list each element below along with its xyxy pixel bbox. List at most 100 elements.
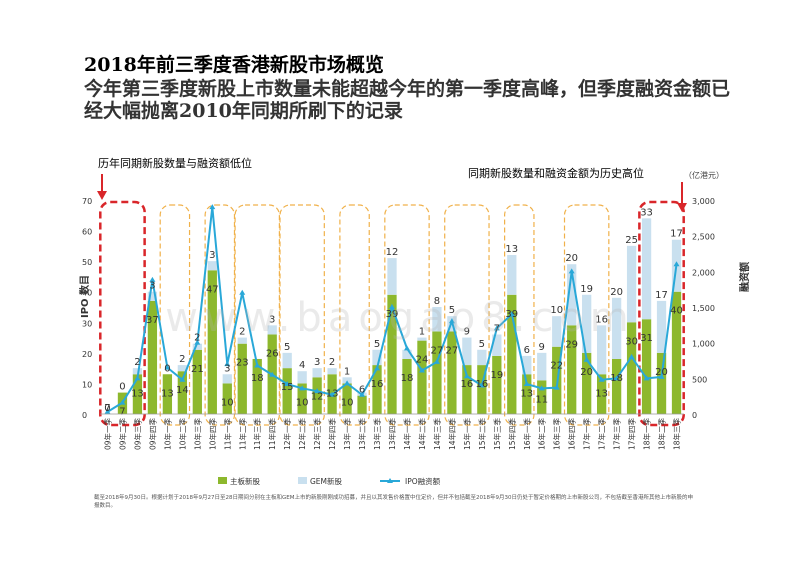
- ipo-point-21: [418, 367, 425, 373]
- year-box: [444, 204, 490, 426]
- legend-ipo-marker: [387, 478, 393, 483]
- x-label-10: 11年三季: [252, 418, 262, 451]
- bar-main-13: [297, 383, 307, 414]
- x-label-36: 18年一季: [642, 418, 652, 451]
- label-gem-38: 17: [670, 229, 683, 240]
- bar-main-18: [372, 365, 382, 414]
- bar-main-36: [641, 319, 652, 414]
- ipo-point-19: [389, 304, 395, 309]
- label-gem-28: 6: [524, 345, 530, 356]
- label-gem-29: 9: [539, 342, 545, 353]
- ipo-point-20: [403, 345, 410, 351]
- legend-main-label: 主板新股: [230, 476, 260, 486]
- line-series: [104, 204, 680, 414]
- x-label-17: 13年二季: [357, 418, 367, 451]
- x-label-18: 13年三季: [372, 418, 382, 451]
- x-label-27: 15年四季: [507, 418, 517, 451]
- label-gem-11: 3: [269, 314, 275, 325]
- label-main-14: 12: [311, 391, 324, 402]
- x-label-21: 14年二季: [417, 418, 427, 451]
- label-main-32: 20: [580, 367, 593, 378]
- bar-gem-9: [237, 337, 247, 344]
- bar-main-26: [492, 355, 502, 414]
- bar-main-8: [222, 383, 232, 414]
- x-label-34: 17年三季: [612, 418, 622, 451]
- ipo-point-35: [628, 353, 635, 359]
- ipo-point-1: [119, 399, 126, 405]
- label-main-25: 16: [475, 379, 488, 390]
- label-gem-27: 13: [505, 244, 518, 255]
- right-tick: 2,000: [692, 268, 715, 277]
- label-main-38: 40: [670, 306, 683, 317]
- label-main-5: 14: [176, 385, 189, 396]
- ipo-point-22: [433, 358, 440, 364]
- ipo-point-5: [179, 376, 186, 382]
- bar-gem-5: [177, 365, 188, 372]
- ipo-point-11: [269, 371, 276, 377]
- ipo-point-8: [224, 361, 231, 367]
- x-label-2: 09年三季: [132, 418, 142, 451]
- label-main-8: 10: [221, 397, 234, 408]
- x-label-38: 18年三季: [672, 418, 682, 451]
- x-label-0: 09年一季: [102, 418, 112, 451]
- label-main-34: 18: [610, 373, 623, 384]
- label-main-28: 13: [520, 388, 533, 399]
- label-gem-1: 0: [119, 382, 125, 393]
- ipo-point-6: [194, 339, 201, 345]
- label-main-27: 39: [505, 309, 518, 320]
- highlight-box: [638, 200, 685, 427]
- x-label-25: 15年二季: [477, 418, 487, 451]
- bar-gem-11: [267, 325, 277, 335]
- bar-main-27: [507, 294, 517, 414]
- bar-gem-8: [222, 374, 232, 384]
- x-label-19: 13年四季: [387, 418, 397, 451]
- x-label-15: 12年四季: [327, 418, 337, 451]
- ipo-point-4: [164, 364, 171, 370]
- highlight-box: [99, 200, 146, 427]
- bar-series: [117, 218, 682, 414]
- year-box: [384, 204, 430, 426]
- ipo-point-38: [673, 261, 680, 267]
- x-label-3: 09年四季: [147, 418, 157, 451]
- callout-left: 历年同期新股数量与融资额低位: [98, 156, 252, 170]
- bar-gem-36: [641, 218, 652, 320]
- left-tick: 30: [82, 319, 92, 328]
- bar-gem-22: [432, 307, 442, 332]
- bar-gem-13: [297, 371, 307, 384]
- label-gem-7: 3: [209, 250, 215, 261]
- left-tick: 10: [82, 380, 92, 389]
- x-label-37: 18年二季: [657, 418, 667, 451]
- bar-main-37: [656, 352, 667, 414]
- x-label-33: 17年二季: [597, 418, 607, 451]
- bar-main-35: [626, 322, 637, 414]
- ipo-point-0: [104, 408, 111, 414]
- label-main-16: 10: [341, 397, 354, 408]
- bar-main-5: [177, 371, 188, 414]
- bar-main-20: [402, 358, 412, 414]
- label-main-0: 7: [104, 403, 110, 414]
- bar-gem-3: [147, 291, 158, 301]
- bar-main-31: [567, 325, 577, 414]
- x-label-8: 11年一季: [222, 418, 232, 451]
- bar-gem-25: [477, 349, 487, 366]
- label-gem-25: 5: [479, 339, 485, 350]
- ipo-point-32: [583, 356, 590, 362]
- ipo-point-14: [314, 388, 321, 394]
- x-label-4: 10年一季: [162, 418, 172, 451]
- bar-gem-30: [552, 316, 562, 347]
- legend-ipo-label: IPO融资额: [405, 476, 441, 486]
- bar-main-12: [282, 368, 292, 414]
- label-gem-5: 2: [179, 354, 185, 365]
- ipo-point-9: [239, 289, 246, 295]
- bar-gem-15: [327, 368, 337, 375]
- label-main-24: 16: [461, 379, 474, 390]
- label-main-30: 22: [550, 361, 563, 372]
- right-tick: 2,500: [692, 233, 715, 242]
- legend: 主板新股 GEM新股 IPO融资额: [218, 476, 441, 486]
- bar-gem-6: [192, 343, 202, 350]
- bar-main-4: [162, 374, 173, 414]
- label-main-23: 27: [446, 345, 459, 356]
- bar-gem-20: [402, 349, 412, 359]
